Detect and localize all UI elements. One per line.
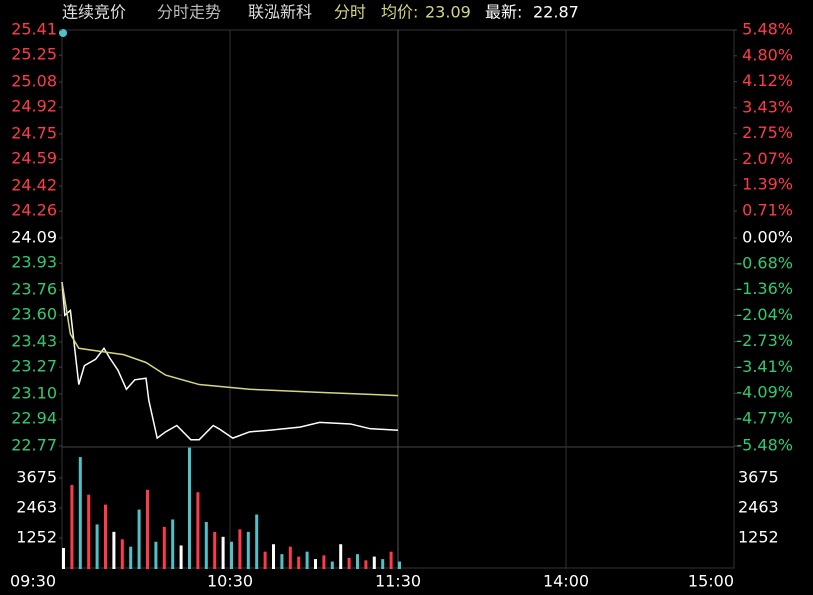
mode: 连续竞价 (62, 3, 126, 22)
y2-tick-label: 4.80% (742, 45, 793, 64)
stock-name: 联泓新科 (248, 3, 312, 22)
y-tick-label: 23.60 (11, 305, 57, 324)
avg-value: 23.09 (425, 3, 471, 22)
volume-bar (280, 554, 284, 569)
volume-bar (330, 561, 334, 569)
y2-tick-label: -4.09% (736, 383, 793, 402)
price-line (61, 282, 399, 441)
volume-bar (213, 531, 217, 569)
volume-tick-label: 2463 (16, 498, 57, 517)
y2-tick-label: 0.00% (742, 228, 793, 247)
avg-label: 均价: (381, 3, 418, 22)
y2-tick-label: -3.41% (736, 357, 793, 376)
volume-bar (238, 529, 242, 569)
y2-tick-label: -0.68% (736, 253, 793, 272)
y2-tick-label: 4.12% (742, 71, 793, 90)
y-tick-label: 24.26 (11, 201, 57, 220)
volume-bar (196, 492, 200, 569)
y2-tick-label: 1.39% (742, 175, 793, 194)
y-tick-label: 24.59 (11, 149, 57, 168)
y2-tick-label: 2.75% (742, 123, 793, 142)
period: 分时 (334, 3, 366, 22)
volume-bar (246, 531, 250, 569)
y-tick-label: 23.76 (11, 280, 57, 299)
y-tick-label: 25.25 (11, 45, 57, 64)
volume-tick-label-right: 2463 (738, 498, 779, 517)
volume-tick-label: 1252 (16, 527, 57, 546)
volume-bar (112, 531, 116, 569)
volume-bar (188, 447, 191, 569)
volume-bar (70, 485, 74, 569)
volume-bar (347, 557, 351, 569)
y-tick-label: 24.92 (11, 97, 57, 116)
y-tick-label: 23.43 (11, 332, 57, 351)
y-tick-label: 24.42 (11, 176, 57, 195)
volume-bar (78, 457, 82, 569)
volume-bar (204, 521, 208, 569)
volume-bar (389, 551, 393, 569)
price-line (61, 282, 399, 397)
y-tick-label: 25.08 (11, 72, 57, 91)
y2-tick-label: -5.48% (736, 436, 793, 455)
y2-tick-label: -1.36% (736, 279, 793, 298)
y2-tick-label: 2.07% (742, 149, 793, 168)
volume-bar (179, 545, 183, 569)
volume-bar (146, 489, 149, 569)
volume-bar (381, 559, 385, 569)
y-tick-label: 23.10 (11, 384, 57, 403)
volume-bar (171, 519, 175, 569)
y2-tick-label: 0.71% (742, 201, 793, 220)
y-tick-label: 23.27 (11, 357, 57, 376)
y2-tick-label: 3.43% (742, 97, 793, 116)
y2-tick-label: 5.48% (742, 20, 793, 39)
y-tick-label: 22.77 (11, 436, 57, 455)
x-tick-label: 10:30 (207, 572, 253, 591)
volume-bar (129, 546, 133, 569)
x-tick-label: 15:00 (688, 572, 734, 591)
volume-bar (272, 544, 275, 569)
y2-tick-label: -2.73% (736, 331, 793, 350)
y-tick-label: 22.94 (11, 409, 57, 428)
y-tick-label: 24.75 (11, 124, 57, 143)
y-tick-label: 24.09 (11, 228, 57, 247)
last-value: 22.87 (533, 3, 579, 22)
volume-bar (137, 509, 141, 569)
volume-bar (230, 541, 233, 569)
x-tick-label: 14:00 (543, 572, 589, 591)
start-dot (59, 29, 67, 37)
volume-bar (255, 514, 259, 569)
volume-bar (314, 559, 317, 569)
volume-bar (305, 551, 309, 569)
volume-bar (322, 555, 326, 569)
view: 分时走势 (157, 3, 221, 22)
volume-bar (154, 541, 158, 569)
volume-bar (364, 560, 368, 569)
volume-bar (339, 544, 343, 569)
volume-bar (372, 556, 376, 569)
volume-bar (297, 556, 301, 569)
y2-tick-label: -4.77% (736, 409, 793, 428)
volume-bar (87, 494, 91, 569)
volume-tick-label-right: 1252 (738, 527, 779, 546)
volume-tick-label: 3675 (16, 467, 57, 486)
volume-bar (398, 561, 401, 569)
y-tick-label: 25.41 (11, 20, 57, 39)
volume-bar (221, 536, 225, 569)
x-tick-label: 09:30 (10, 572, 56, 591)
last-label: 最新: (485, 3, 522, 22)
volume-tick-label-right: 3675 (738, 467, 779, 486)
volume-bar (263, 551, 267, 569)
volume-bar (162, 526, 166, 569)
volume-bar (104, 504, 107, 569)
y-tick-label: 23.93 (11, 253, 57, 272)
volume-bar (356, 554, 359, 569)
volume-bar (95, 524, 99, 569)
volume-bar (120, 539, 124, 569)
volume-bar (62, 547, 65, 569)
x-tick-label: 11:30 (375, 572, 421, 591)
volume-bar (288, 546, 292, 569)
y2-tick-label: -2.04% (736, 305, 793, 324)
